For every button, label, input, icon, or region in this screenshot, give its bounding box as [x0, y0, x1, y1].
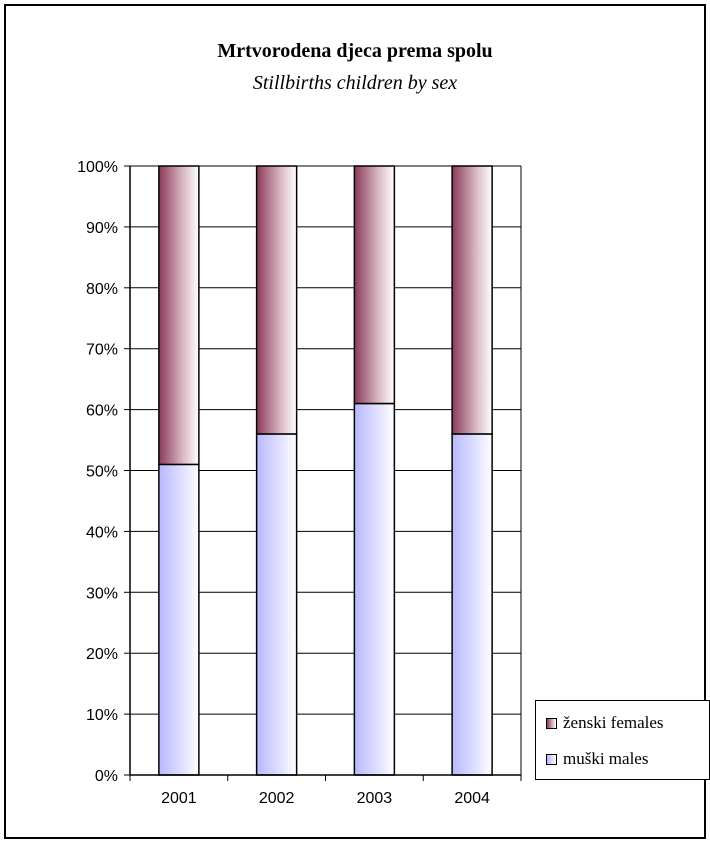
chart-legend: ženski females muški males: [535, 700, 710, 780]
y-tick-label: 80%: [86, 281, 118, 298]
bar-male-2001: [158, 463, 200, 776]
legend-swatch-males: [546, 753, 557, 765]
legend-label-females: ženski females: [563, 713, 664, 732]
y-tick-label: 90%: [86, 220, 118, 237]
legend-swatch-females: [546, 717, 557, 729]
bar-female-2001: [158, 165, 200, 466]
y-tick-label: 100%: [77, 159, 118, 176]
x-tick-label: 2004: [454, 790, 490, 807]
y-tick-label: 70%: [86, 342, 118, 359]
y-tick-label: 10%: [86, 707, 118, 724]
chart-subtitle: Stillbirths children by sex: [252, 72, 458, 94]
y-tick-label: 0%: [95, 768, 118, 785]
y-tick-label: 50%: [86, 464, 118, 481]
chart-title: Mrtvorodena djeca prema spolu: [217, 40, 493, 62]
bar-female-2003: [353, 165, 396, 405]
bar-female-2002: [255, 165, 298, 435]
x-tick-label: 2002: [259, 790, 295, 807]
legend-label-males: muški males: [563, 749, 649, 768]
bar-female-2004: [451, 165, 493, 435]
y-tick-label: 40%: [86, 524, 118, 541]
bar-male-2003: [353, 402, 396, 776]
y-tick-label: 20%: [86, 646, 118, 663]
y-tick-label: 30%: [86, 585, 118, 602]
bar-male-2004: [451, 433, 493, 776]
legend-item-males: muški males: [546, 749, 648, 769]
legend-item-females: ženski females: [546, 713, 664, 733]
x-tick-label: 2001: [161, 790, 197, 807]
bar-male-2002: [255, 433, 298, 776]
x-tick-label: 2003: [357, 790, 393, 807]
y-tick-label: 60%: [86, 403, 118, 420]
